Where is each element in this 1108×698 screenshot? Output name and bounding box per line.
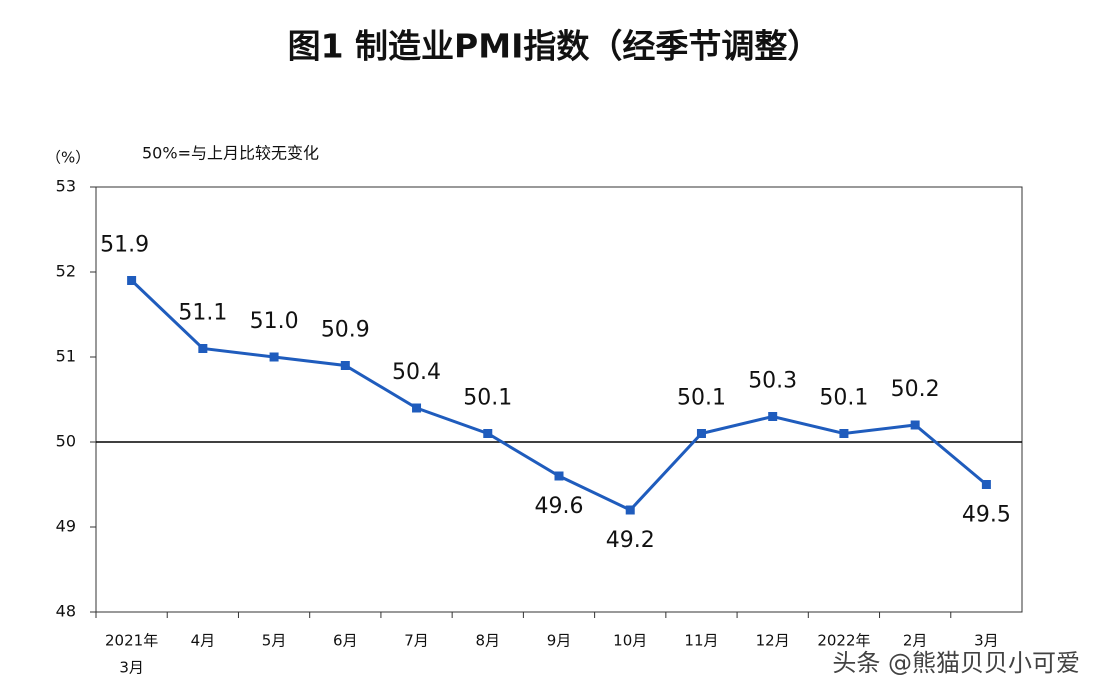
marker — [981, 480, 991, 489]
value-label: 49.5 — [962, 503, 1011, 528]
y-tick-label: 49 — [56, 517, 76, 536]
value-label: 50.2 — [891, 377, 940, 402]
x-tick-label: 11月 — [684, 632, 718, 650]
marker — [483, 429, 493, 438]
y-tick-label: 53 — [56, 177, 76, 196]
chart-title: 图1 制造业PMI指数（经季节调整） — [288, 27, 821, 66]
marker — [412, 403, 422, 413]
y-tick-label: 51 — [56, 347, 76, 366]
marker — [269, 352, 279, 362]
value-label: 51.1 — [178, 301, 227, 326]
value-label: 51.0 — [250, 309, 299, 334]
note: 50%=与上月比较无变化 — [142, 144, 319, 163]
value-label: 49.6 — [535, 494, 584, 519]
y-tick-label: 50 — [56, 432, 76, 451]
marker — [910, 420, 920, 430]
value-label: 50.9 — [321, 318, 370, 343]
marker — [696, 429, 706, 438]
value-label: 50.3 — [748, 369, 797, 394]
x-tick-label: 2月 — [903, 632, 928, 650]
marker — [127, 276, 137, 285]
x-tick-label: 4月 — [191, 632, 216, 650]
x-tick-label: 7月 — [404, 632, 429, 650]
value-label: 50.1 — [819, 386, 868, 411]
marker — [625, 505, 635, 515]
x-tick-label: 5月 — [262, 632, 287, 650]
unit-label: （%） — [46, 149, 90, 167]
marker — [768, 412, 778, 421]
watermark: 头条 @熊猫贝贝小可爱 — [832, 649, 1080, 677]
marker — [340, 361, 350, 370]
x-tick-label: 10月 — [613, 632, 647, 650]
x-tick-label: 9月 — [547, 632, 572, 650]
value-label: 50.1 — [463, 386, 512, 411]
y-tick-label: 52 — [56, 262, 76, 281]
marker — [839, 429, 849, 438]
value-label: 50.1 — [677, 386, 726, 411]
x-tick-label: 8月 — [475, 632, 500, 650]
marker — [554, 471, 564, 481]
y-tick-label: 48 — [56, 602, 76, 621]
x-tick-label: 12月 — [756, 632, 790, 650]
x-tick-label: 2022年 — [817, 632, 870, 650]
x-tick-label: 3月 — [119, 659, 144, 677]
value-label: 49.2 — [606, 528, 655, 553]
x-tick-label: 6月 — [333, 632, 358, 650]
x-tick-label: 3月 — [974, 632, 999, 650]
plot-frame — [95, 186, 1023, 613]
x-tick-label: 2021年 — [105, 632, 158, 650]
marker — [198, 344, 208, 353]
value-label: 50.4 — [392, 360, 441, 385]
value-label: 51.9 — [100, 233, 149, 258]
